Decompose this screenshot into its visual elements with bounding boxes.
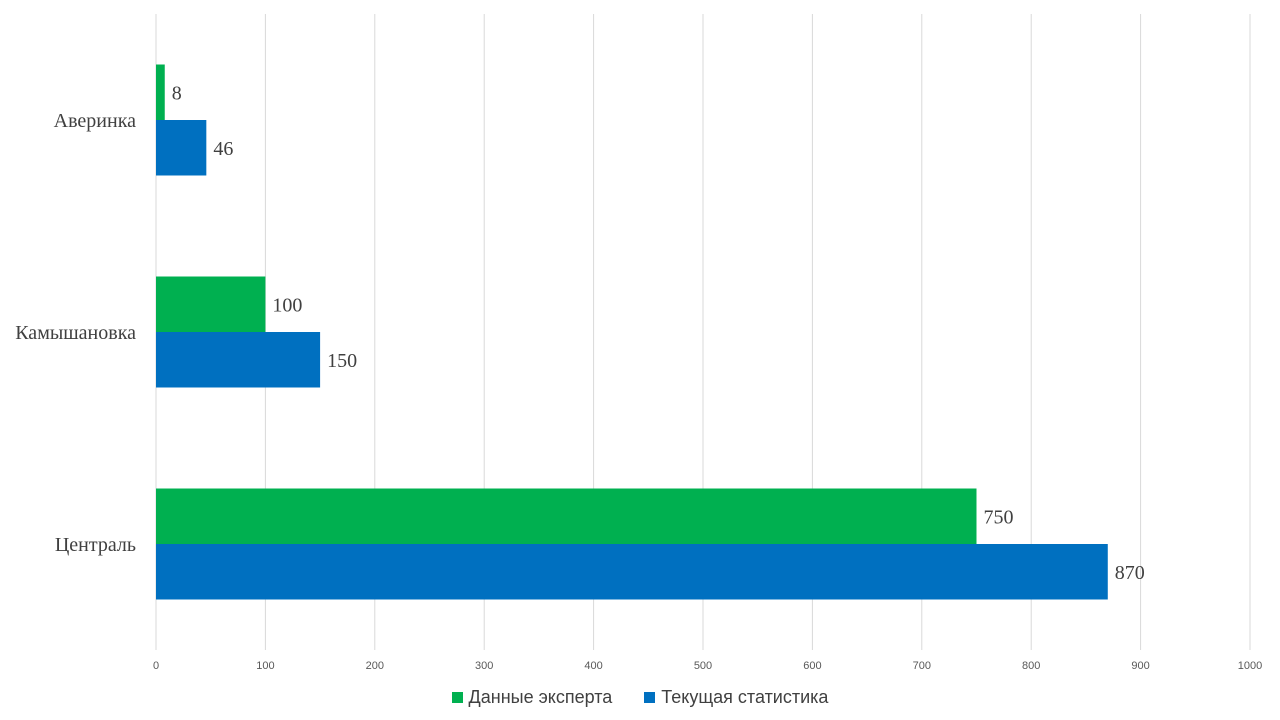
x-tick-label: 100 [256, 660, 274, 672]
x-tick-label: 800 [1022, 660, 1040, 672]
gridlines [155, 14, 1251, 650]
bar [156, 332, 321, 388]
data-label: 8 [172, 82, 182, 104]
x-tick-label: 200 [366, 660, 384, 672]
bar [156, 488, 977, 544]
x-tick-label: 500 [694, 660, 712, 672]
data-label: 870 [1115, 562, 1145, 584]
category-label: Централь [55, 534, 136, 556]
legend-item-expert: Данные эксперта [451, 686, 613, 708]
legend-swatch-expert [451, 691, 463, 703]
data-label: 46 [213, 138, 233, 160]
data-label: 750 [984, 506, 1014, 528]
x-tick-label: 400 [584, 660, 602, 672]
value-axis: 0 100 200 300 400 500 600 700 800 900 1000 [153, 660, 1262, 672]
x-tick-label: 700 [913, 660, 931, 672]
legend-item-current: Текущая статистика [644, 687, 828, 708]
x-tick-label: 600 [803, 660, 821, 672]
bar [156, 64, 165, 120]
legend-label-expert: Данные эксперта [468, 686, 613, 707]
category-label: Камышановка [15, 322, 136, 344]
bar [156, 120, 207, 176]
category-label: Аверинка [54, 110, 136, 132]
x-tick-label: 0 [153, 660, 159, 672]
legend-label-current: Текущая статистика [661, 686, 829, 707]
x-tick-label: 900 [1131, 660, 1149, 672]
x-tick-label: 1000 [1238, 660, 1262, 672]
bar [156, 544, 1108, 600]
bars [156, 64, 1108, 600]
legend: Данные эксперта Текущая статистика [0, 683, 1280, 711]
legend-swatch-current [644, 691, 656, 703]
x-tick-label: 300 [475, 660, 493, 672]
data-label: 100 [272, 294, 302, 316]
data-label: 150 [327, 350, 357, 372]
bar [156, 276, 266, 332]
category-axis: Аверинка Камышановка Централь [15, 110, 136, 556]
data-labels: 8 46 100 150 750 870 [172, 82, 1145, 584]
